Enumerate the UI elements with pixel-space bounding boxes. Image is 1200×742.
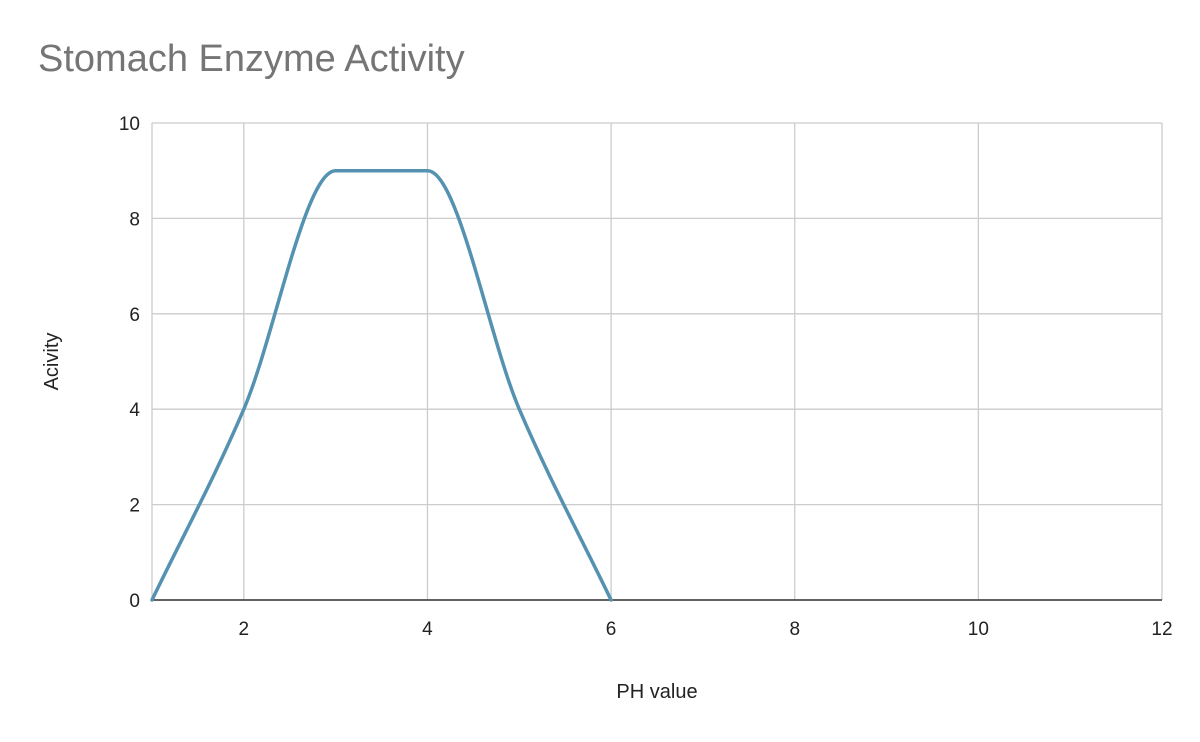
x-axis-title: PH value [616,681,697,703]
y-tick-label: 8 [129,209,140,230]
x-tick-label: 4 [422,619,433,640]
x-tick-labels: 2 4 6 8 10 12 [239,619,1173,640]
y-tick-label: 2 [129,496,140,517]
x-tick-label: 10 [968,619,989,640]
y-tick-label: 0 [129,591,140,612]
x-tick-label: 8 [789,619,800,640]
gridlines [151,122,1163,601]
y-tick-label: 6 [129,305,140,326]
series-points [151,170,612,601]
y-tick-label: 4 [129,400,140,421]
y-tick-labels: 0 2 4 6 8 10 [119,114,141,612]
y-tick-label: 10 [119,114,140,135]
x-tick-label: 12 [1151,619,1172,640]
chart-title: Stomach Enzyme Activity [38,38,465,80]
x-tick-label: 6 [606,619,617,640]
y-axis-title: Acivity [41,333,63,391]
x-tick-label: 2 [239,619,250,640]
series-line [150,168,613,602]
